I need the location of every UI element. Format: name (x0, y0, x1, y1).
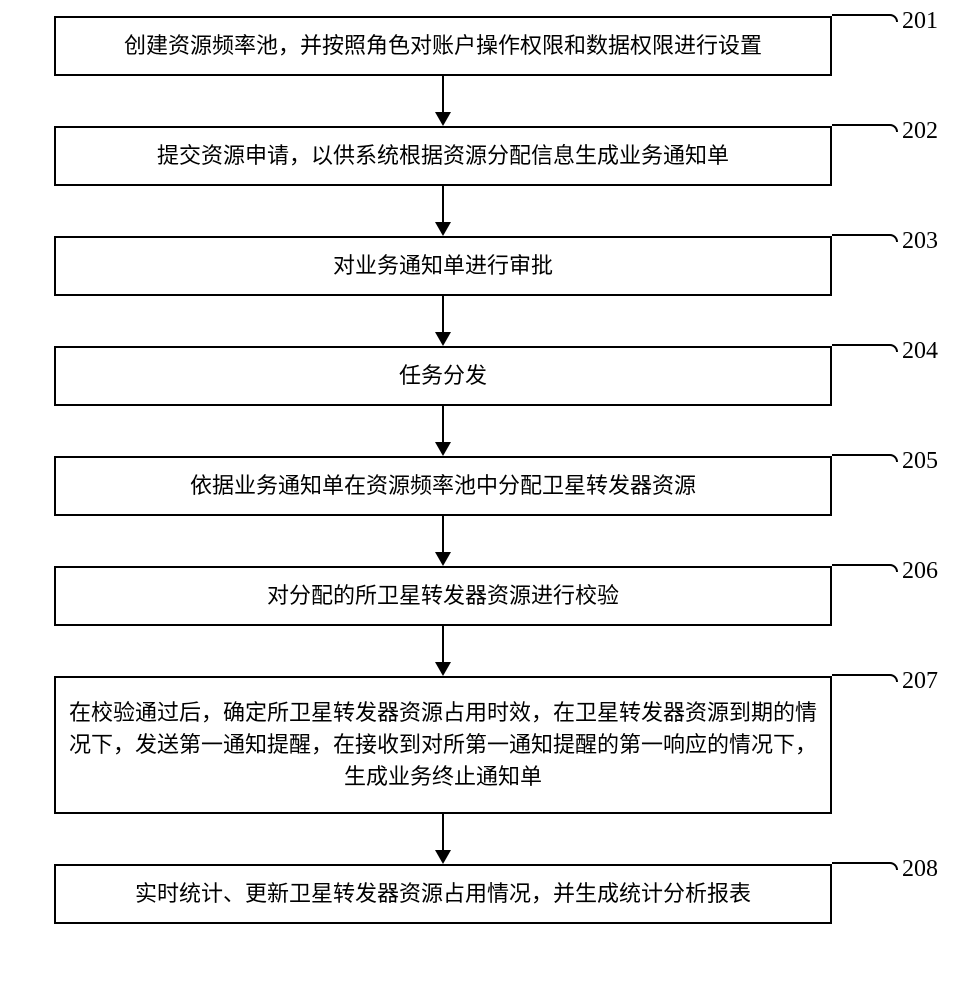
step-label-201: 201 (902, 8, 938, 35)
flow-arrow-head (435, 222, 451, 236)
flow-node-text: 提交资源申请，以供系统根据资源分配信息生成业务通知单 (157, 140, 729, 172)
leader-line (832, 564, 898, 572)
flow-arrow-line (442, 516, 444, 552)
flow-node-n207: 在校验通过后，确定所卫星转发器资源占用时效，在卫星转发器资源到期的情况下，发送第… (54, 676, 832, 814)
leader-line (832, 14, 898, 22)
flow-node-n201: 创建资源频率池，并按照角色对账户操作权限和数据权限进行设置 (54, 16, 832, 76)
step-label-203: 203 (902, 228, 938, 255)
flow-arrow-head (435, 850, 451, 864)
step-label-205: 205 (902, 448, 938, 475)
flow-arrow-line (442, 814, 444, 850)
flow-node-n202: 提交资源申请，以供系统根据资源分配信息生成业务通知单 (54, 126, 832, 186)
flow-arrow-head (435, 332, 451, 346)
step-label-206: 206 (902, 558, 938, 585)
step-label-204: 204 (902, 338, 938, 365)
flow-node-text: 创建资源频率池，并按照角色对账户操作权限和数据权限进行设置 (124, 30, 762, 62)
flow-arrow-head (435, 662, 451, 676)
flow-arrow-head (435, 112, 451, 126)
flow-node-n206: 对分配的所卫星转发器资源进行校验 (54, 566, 832, 626)
flowchart-canvas: 创建资源频率池，并按照角色对账户操作权限和数据权限进行设置提交资源申请，以供系统… (0, 0, 958, 1000)
flow-node-text: 对分配的所卫星转发器资源进行校验 (267, 580, 619, 612)
flow-node-text: 实时统计、更新卫星转发器资源占用情况，并生成统计分析报表 (135, 878, 751, 910)
flow-node-n208: 实时统计、更新卫星转发器资源占用情况，并生成统计分析报表 (54, 864, 832, 924)
flow-arrow-line (442, 626, 444, 662)
flow-arrow-line (442, 296, 444, 332)
leader-line (832, 234, 898, 242)
flow-node-n203: 对业务通知单进行审批 (54, 236, 832, 296)
flow-node-text: 任务分发 (399, 360, 487, 392)
flow-arrow-line (442, 406, 444, 442)
flow-node-n204: 任务分发 (54, 346, 832, 406)
leader-line (832, 454, 898, 462)
flow-arrow-line (442, 76, 444, 112)
step-label-202: 202 (902, 118, 938, 145)
flow-arrow-line (442, 186, 444, 222)
step-label-208: 208 (902, 856, 938, 883)
step-label-207: 207 (902, 668, 938, 695)
leader-line (832, 124, 898, 132)
flow-node-text: 对业务通知单进行审批 (333, 250, 553, 282)
flow-arrow-head (435, 442, 451, 456)
leader-line (832, 674, 898, 682)
flow-node-n205: 依据业务通知单在资源频率池中分配卫星转发器资源 (54, 456, 832, 516)
leader-line (832, 862, 898, 870)
flow-node-text: 在校验通过后，确定所卫星转发器资源占用时效，在卫星转发器资源到期的情况下，发送第… (68, 697, 818, 793)
flow-node-text: 依据业务通知单在资源频率池中分配卫星转发器资源 (190, 470, 696, 502)
flow-arrow-head (435, 552, 451, 566)
leader-line (832, 344, 898, 352)
